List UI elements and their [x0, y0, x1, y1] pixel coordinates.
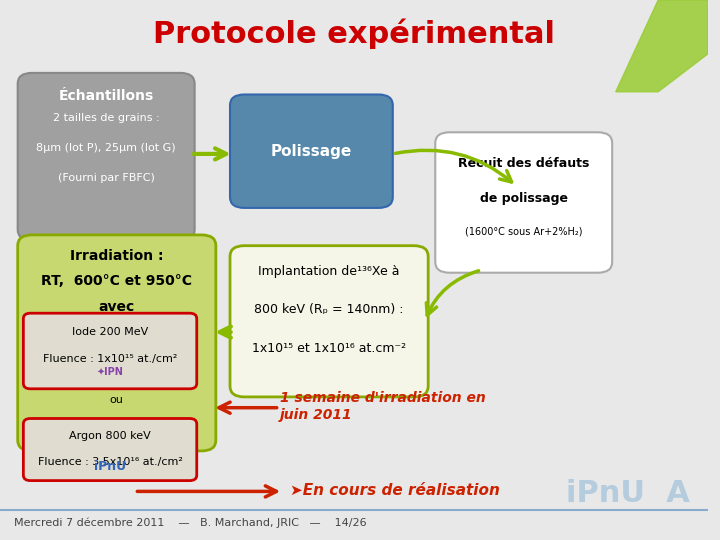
Text: 1 semaine d'irradiation en
juin 2011: 1 semaine d'irradiation en juin 2011: [279, 392, 485, 422]
Text: (1600°C sous Ar+2%H₂): (1600°C sous Ar+2%H₂): [465, 227, 582, 237]
Text: Implantation de¹³⁶Xe à: Implantation de¹³⁶Xe à: [258, 265, 400, 278]
Text: 1x10¹⁵ et 1x10¹⁶ at.cm⁻²: 1x10¹⁵ et 1x10¹⁶ at.cm⁻²: [252, 342, 406, 355]
Text: de polissage: de polissage: [480, 192, 567, 205]
Text: Irradiation :: Irradiation :: [70, 249, 163, 264]
Text: ➤En cours de réalisation: ➤En cours de réalisation: [290, 483, 500, 498]
FancyBboxPatch shape: [436, 132, 612, 273]
FancyBboxPatch shape: [23, 418, 197, 481]
Text: Polissage: Polissage: [271, 144, 352, 159]
FancyBboxPatch shape: [18, 73, 194, 240]
Text: 8µm (lot P), 25µm (lot G): 8µm (lot P), 25µm (lot G): [36, 143, 176, 153]
Text: Échantillons: Échantillons: [58, 89, 154, 103]
Text: Mercredi 7 décembre 2011    —   B. Marchand, JRIC   —    14/26: Mercredi 7 décembre 2011 — B. Marchand, …: [14, 517, 366, 528]
FancyBboxPatch shape: [230, 94, 393, 208]
Text: Recuit des défauts: Recuit des défauts: [458, 157, 590, 170]
FancyBboxPatch shape: [18, 235, 216, 451]
Text: (Fourni par FBFC): (Fourni par FBFC): [58, 173, 155, 183]
Text: Fluence : 1x10¹⁵ at./cm²: Fluence : 1x10¹⁵ at./cm²: [43, 354, 177, 364]
Text: Protocole expérimental: Protocole expérimental: [153, 19, 555, 49]
FancyBboxPatch shape: [23, 313, 197, 389]
Text: ou: ou: [110, 395, 124, 405]
FancyBboxPatch shape: [230, 246, 428, 397]
Text: iPnU: iPnU: [94, 460, 126, 472]
Polygon shape: [616, 0, 708, 92]
Text: RT,  600°C et 950°C: RT, 600°C et 950°C: [41, 274, 192, 288]
Text: avec: avec: [99, 300, 135, 314]
Text: 800 keV (Rₚ = 140nm) :: 800 keV (Rₚ = 140nm) :: [254, 303, 404, 316]
Text: ✦IPN: ✦IPN: [96, 366, 124, 376]
Text: Iode 200 MeV: Iode 200 MeV: [72, 327, 148, 337]
Text: iPnU  A: iPnU A: [566, 478, 690, 508]
Text: Fluence : 3,5x10¹⁶ at./cm²: Fluence : 3,5x10¹⁶ at./cm²: [37, 457, 182, 467]
Text: 2 tailles de grains :: 2 tailles de grains :: [53, 113, 159, 124]
Text: Argon 800 keV: Argon 800 keV: [69, 431, 151, 441]
